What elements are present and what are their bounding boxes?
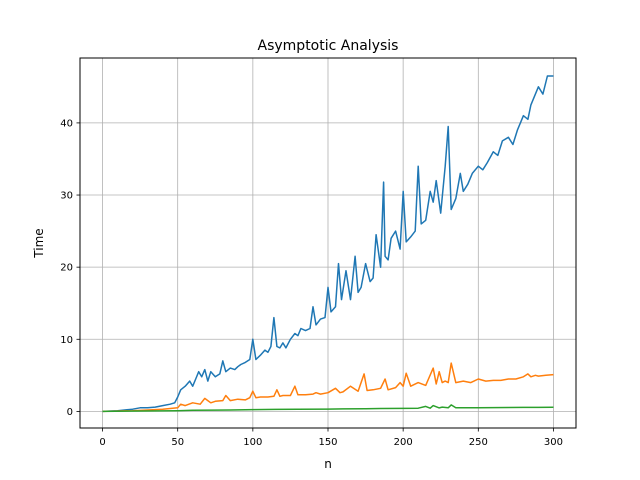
x-tick-label: 200 bbox=[394, 437, 413, 448]
y-axis-label: Time bbox=[32, 228, 46, 258]
x-tick-label: 0 bbox=[99, 437, 105, 448]
y-tick-label: 0 bbox=[67, 407, 73, 418]
x-tick-label: 150 bbox=[318, 437, 337, 448]
y-tick-label: 40 bbox=[60, 118, 73, 129]
x-tick-label: 300 bbox=[544, 437, 563, 448]
series-line-2 bbox=[102, 362, 554, 413]
y-tick-label: 30 bbox=[60, 191, 73, 202]
chart-title: Asymptotic Analysis bbox=[258, 38, 399, 54]
series-line-3 bbox=[102, 404, 554, 413]
lines-layer bbox=[102, 75, 554, 413]
series-line-1 bbox=[102, 75, 554, 413]
x-tick-label: 250 bbox=[469, 437, 488, 448]
y-tick-label: 20 bbox=[60, 263, 73, 274]
x-tick-label: 100 bbox=[243, 437, 262, 448]
ticks-layer: 0 50 100 150 200 250 300 0 10 20 30 40 bbox=[60, 118, 563, 448]
x-axis-label: n bbox=[324, 457, 332, 471]
x-tick-label: 50 bbox=[171, 437, 184, 448]
y-tick-label: 10 bbox=[60, 335, 73, 346]
